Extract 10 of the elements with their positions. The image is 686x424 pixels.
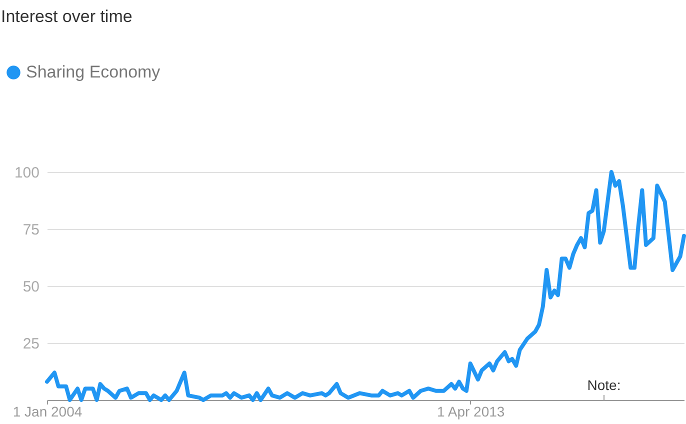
chart-title: Interest over time — [1, 7, 132, 26]
y-tick-label: 25 — [22, 336, 40, 352]
line-series — [45, 170, 686, 402]
y-tick-label: 100 — [14, 164, 40, 182]
y-tick-label: 75 — [22, 222, 40, 238]
legend-label: Sharing Economy — [26, 62, 161, 82]
y-tick-label: 50 — [22, 278, 40, 296]
annotation: Note: — [587, 377, 621, 393]
x-tick-label: 1 Jan 2004 — [12, 404, 82, 420]
x-tick-label: 1 Apr 2013 — [436, 404, 505, 420]
